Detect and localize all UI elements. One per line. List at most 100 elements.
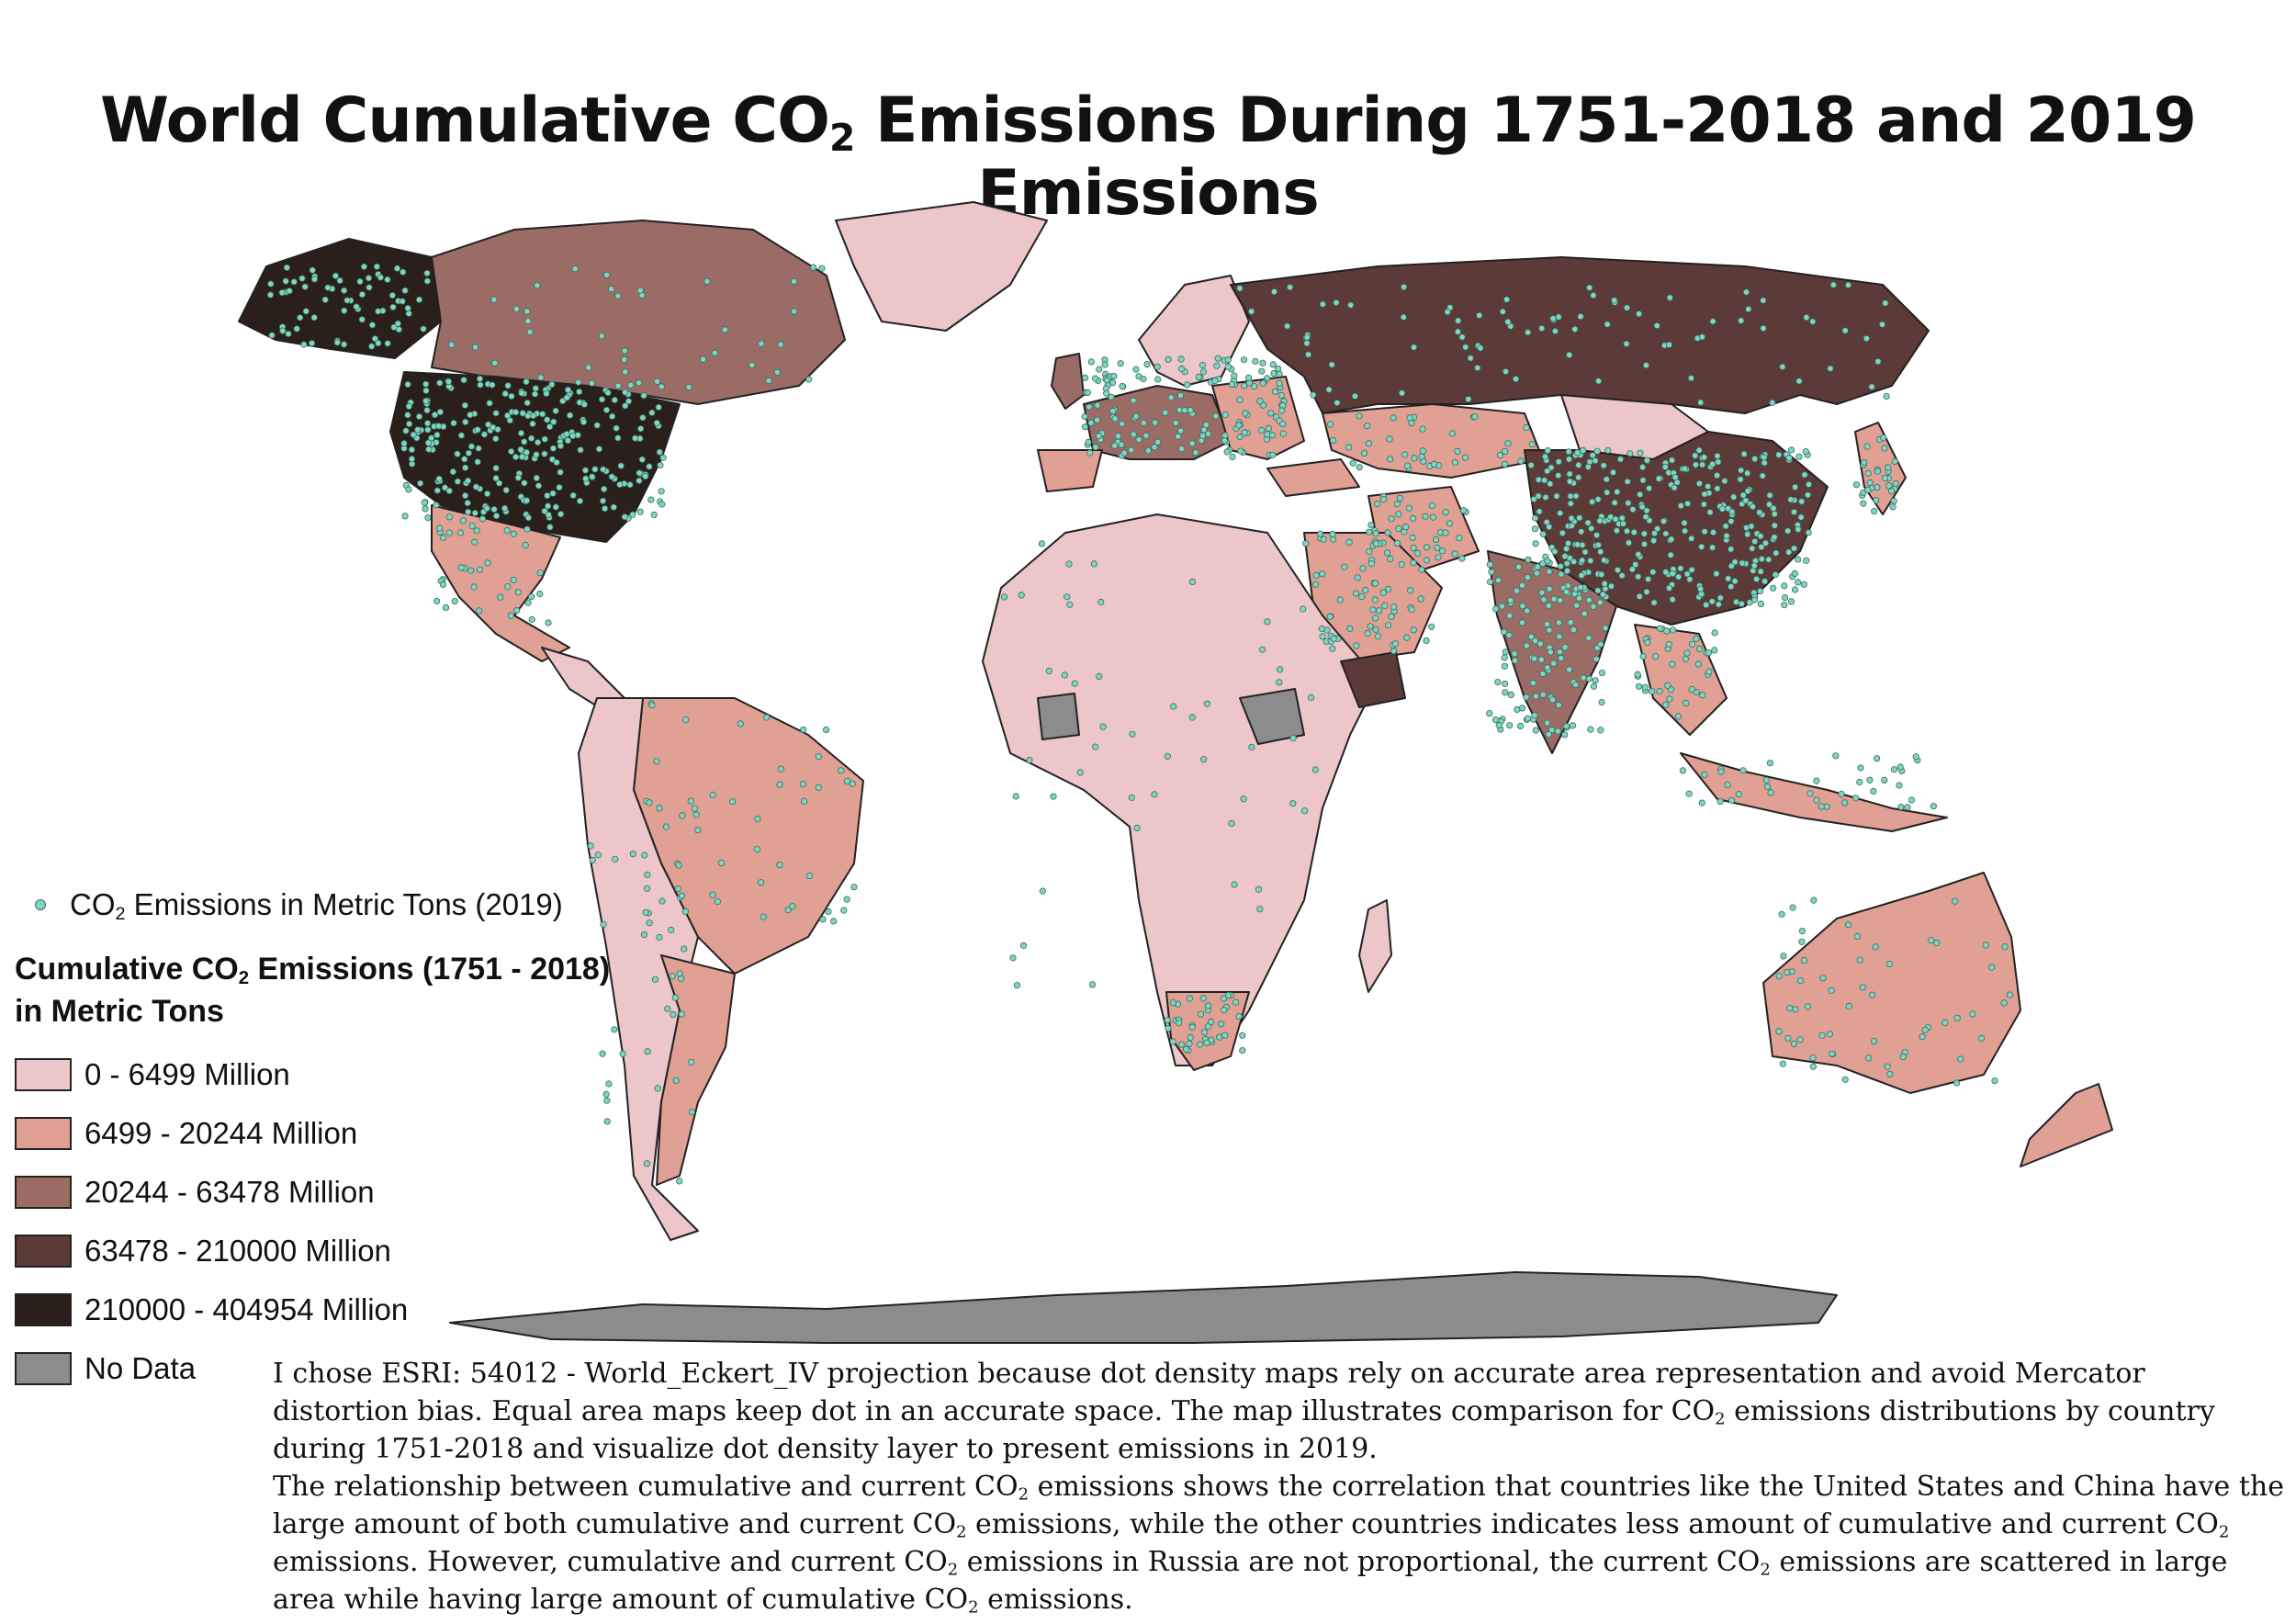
emission-dot (492, 464, 500, 472)
emission-dot (1757, 568, 1764, 575)
emission-dot (1277, 666, 1284, 673)
emission-dot (1714, 485, 1721, 492)
emission-dot (1540, 596, 1548, 603)
emission-dot (1634, 671, 1641, 678)
emission-dot (1643, 507, 1650, 514)
emission-dot (1360, 449, 1368, 457)
emission-dot (1545, 730, 1552, 739)
emission-dot (598, 396, 606, 403)
emission-dot (685, 383, 692, 391)
emission-dot (1333, 299, 1340, 307)
emission-dot (1810, 897, 1818, 904)
emission-dot (589, 856, 596, 864)
emission-dot (670, 1010, 677, 1019)
emission-dot (1401, 283, 1408, 291)
emission-dot (1381, 602, 1389, 609)
emission-dot (1838, 790, 1845, 798)
emission-dot (1594, 587, 1602, 594)
emission-dot (1188, 1023, 1196, 1031)
emission-dot (1625, 500, 1632, 507)
emission-dot (1991, 1077, 1998, 1085)
emission-dot (468, 522, 476, 530)
emission-dot (1722, 523, 1729, 530)
emission-dot (1531, 712, 1538, 719)
emission-dot (1881, 776, 1888, 784)
emission-dot (1759, 472, 1766, 479)
emission-dot (1410, 344, 1418, 351)
emission-dot (566, 412, 574, 419)
emission-dot (471, 509, 478, 517)
emission-dot (1665, 584, 1673, 592)
emission-dot (1581, 610, 1588, 617)
emission-dot (1380, 496, 1388, 503)
emission-dot (1818, 803, 1825, 810)
emission-dot (1701, 771, 1708, 779)
emission-dot (1751, 537, 1759, 545)
emission-dot (1865, 1054, 1873, 1062)
emission-dot (605, 1080, 613, 1088)
emission-dot (1669, 660, 1676, 668)
emission-dot (465, 508, 472, 515)
emission-dot (1587, 726, 1594, 733)
emission-dot (838, 767, 845, 774)
emission-dot (1863, 443, 1871, 450)
emission-dot (1400, 313, 1407, 321)
emission-dot (1721, 478, 1728, 485)
emission-dot (1706, 509, 1714, 516)
emission-dot (1092, 444, 1099, 451)
emission-dot (1393, 501, 1401, 508)
emission-dot (1764, 783, 1772, 790)
emission-dot (1211, 378, 1219, 385)
emission-dot (1532, 540, 1539, 547)
emission-dot (435, 423, 443, 430)
emission-dot (1671, 473, 1679, 481)
emission-dot (324, 284, 332, 291)
emission-dot (513, 606, 521, 615)
emission-dot (1287, 284, 1294, 291)
emission-dot (557, 442, 565, 449)
emission-dot (612, 855, 619, 863)
emission-dot (1177, 355, 1185, 363)
emission-dot (1885, 482, 1893, 490)
emission-dot (1419, 425, 1426, 433)
emission-dot (1789, 904, 1796, 911)
emission-dot (1524, 715, 1532, 722)
country-south-sudan (1239, 688, 1305, 745)
emission-dot (1603, 476, 1610, 483)
emission-dot (1664, 682, 1671, 689)
emission-dot (1537, 656, 1545, 663)
emission-dot (1199, 361, 1207, 369)
emission-dot (1259, 359, 1266, 367)
emission-dot (1629, 505, 1637, 513)
emission-dot (1786, 1004, 1794, 1012)
emission-dot (507, 612, 514, 619)
emission-dot (1639, 477, 1647, 484)
emission-dot (1564, 539, 1572, 547)
emission-dot (815, 784, 822, 791)
emission-dot (1885, 960, 1893, 968)
emission-dot (1546, 568, 1553, 575)
emission-dot (524, 599, 532, 606)
emission-dot (688, 1109, 696, 1116)
emission-dot (475, 445, 482, 452)
emission-dot (1655, 475, 1662, 482)
emission-dot (1784, 1034, 1792, 1043)
emission-dot (415, 412, 423, 421)
emission-dot (1165, 355, 1172, 363)
emission-dot (1635, 550, 1642, 558)
emission-dot (1546, 523, 1553, 531)
emission-dot (1259, 379, 1266, 387)
emission-dot (278, 289, 286, 297)
emission-dot (1607, 582, 1615, 590)
emission-dot (1477, 344, 1484, 352)
emission-dot (521, 479, 528, 487)
emission-dot (1561, 643, 1569, 651)
emission-dot (1841, 1076, 1849, 1083)
emission-dot (1551, 547, 1559, 556)
emission-dot (642, 472, 649, 480)
emission-dot (1130, 431, 1137, 438)
emission-dot (714, 897, 722, 906)
emission-dot (1714, 471, 1721, 479)
emission-dot (1663, 627, 1671, 635)
map-title: World Cumulative CO2 Emissions During 17… (100, 85, 2197, 230)
